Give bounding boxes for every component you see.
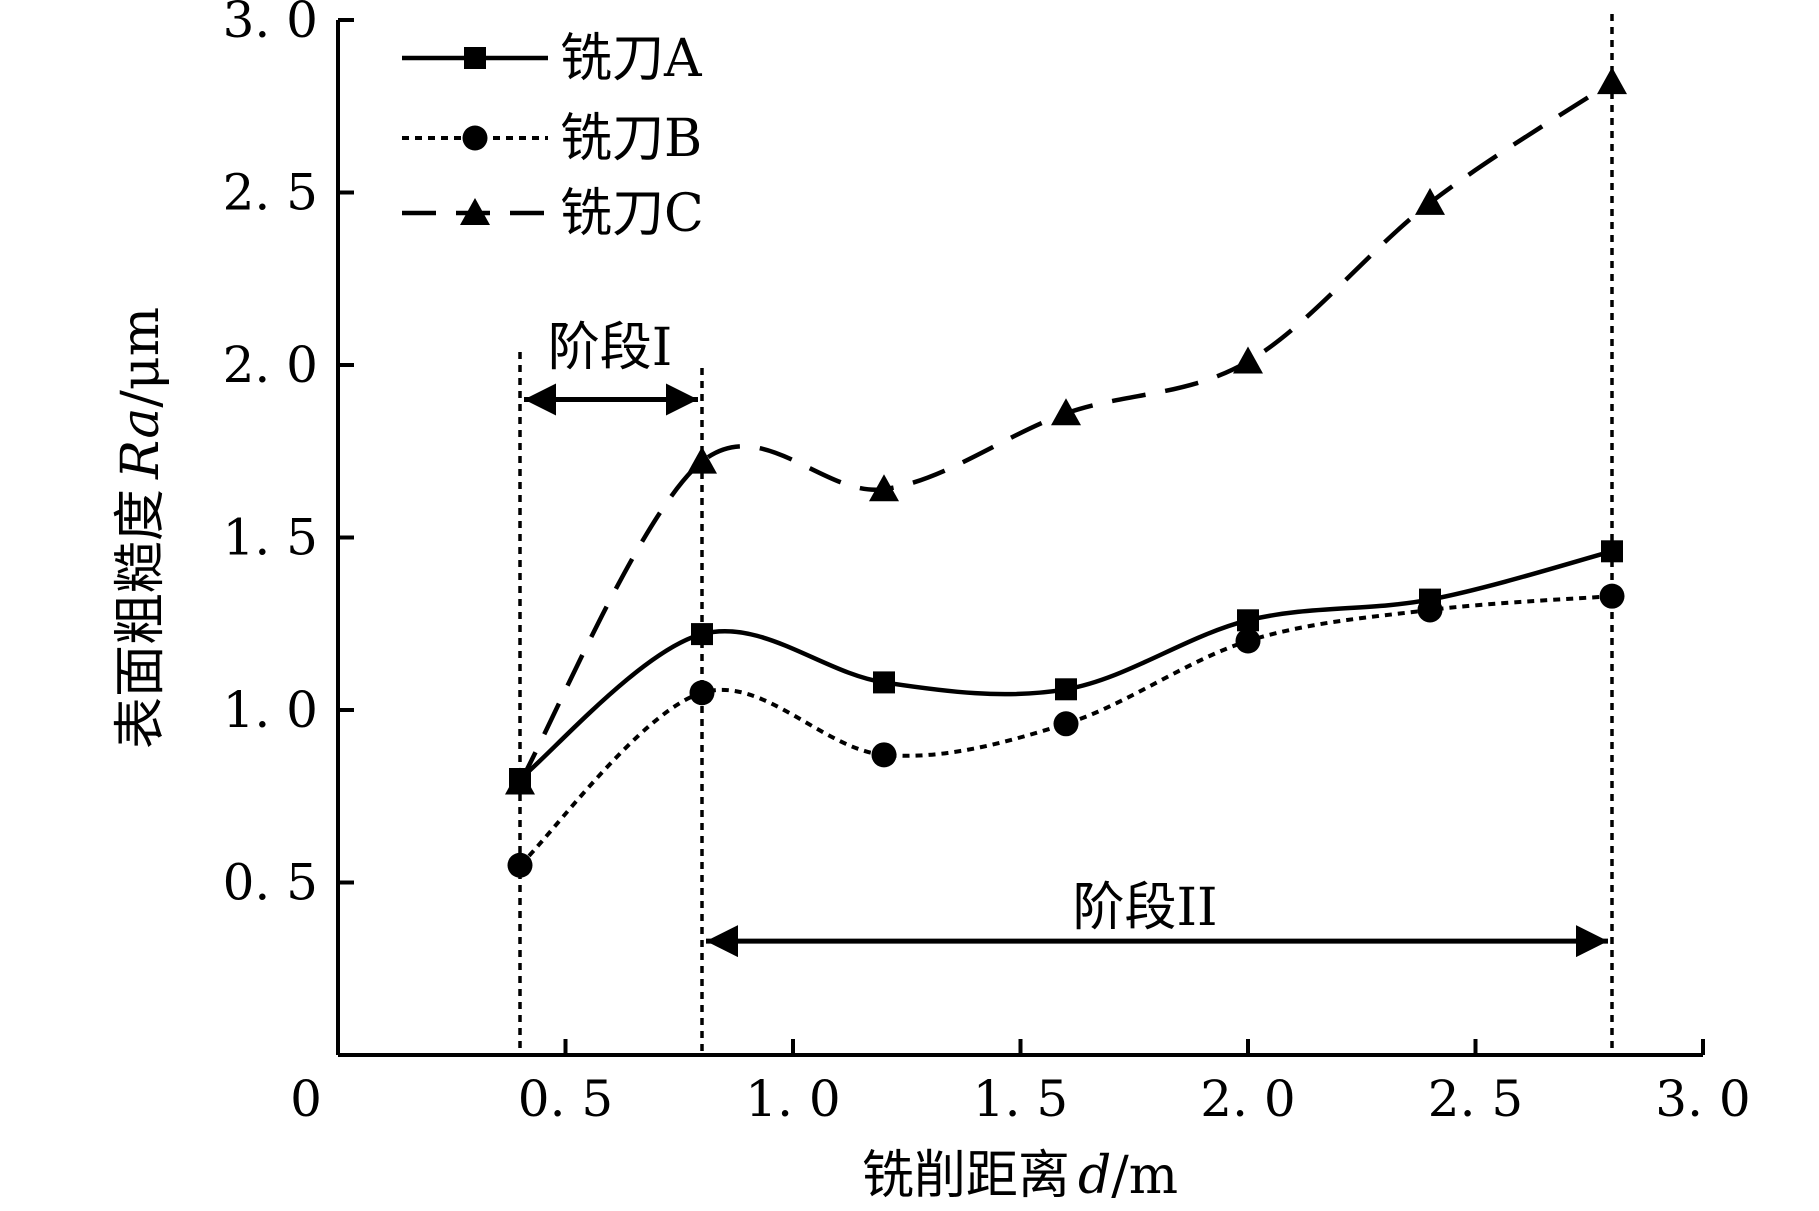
data-point-triangle — [869, 474, 899, 502]
y-axis-title-text: 表面粗糙度 — [111, 489, 171, 749]
x-tick-label: 2. 5 — [1428, 1070, 1523, 1128]
legend-label: 铣刀A — [560, 29, 703, 89]
x-tick-label: 1. 5 — [973, 1070, 1068, 1128]
data-point-square — [691, 623, 713, 646]
x-axis-title-var: d — [1078, 1146, 1111, 1206]
x-axis-title-unit: /m — [1111, 1146, 1178, 1206]
stage2-label: 阶段II — [1072, 878, 1217, 938]
data-point-square — [873, 671, 895, 694]
plot-area — [336, 20, 1703, 1057]
series-line-1 — [518, 549, 1613, 781]
legend-marker-triangle — [460, 198, 490, 225]
data-point-circle — [1053, 711, 1079, 737]
legend-label: 铣刀C — [560, 184, 704, 244]
series-markers — [505, 67, 1627, 878]
data-point-triangle — [1415, 187, 1445, 215]
y-axis-title-unit: /μm — [111, 307, 171, 408]
x-tick-label: 3. 0 — [1655, 1070, 1750, 1128]
data-point-triangle — [505, 767, 535, 795]
data-point-circle — [1417, 597, 1443, 623]
data-point-triangle — [687, 446, 717, 474]
y-tick-label: 2. 0 — [223, 336, 318, 394]
data-point-square — [1055, 678, 1077, 701]
y-tick-label: 1. 0 — [223, 681, 318, 739]
y-tick-label: 0. 5 — [223, 854, 318, 912]
stage1-label: 阶段I — [548, 318, 673, 378]
legend-marker-square — [464, 47, 486, 69]
y-tick-label: 3. 0 — [223, 0, 318, 49]
legend-label: 铣刀B — [560, 109, 702, 169]
data-point-circle — [871, 742, 897, 768]
data-point-circle — [1235, 628, 1261, 654]
y-axis-title: 表面粗糙度 Ra/μm — [111, 307, 171, 749]
data-point-circle — [689, 680, 715, 706]
data-point-square — [1601, 540, 1623, 563]
x-tick-label: 1. 0 — [745, 1070, 840, 1128]
y-axis-title-var: Ra — [111, 408, 171, 480]
data-point-square — [1237, 609, 1259, 632]
axis-ticks: 0. 5 1. 0 1. 5 2. 0 2. 5 3. 0 0. 5 1. 0 1. 5 2. 0… — [223, 0, 1751, 1128]
x-tick-label: 0. 5 — [518, 1070, 613, 1128]
x-axis-title-text: 铣削距离 — [862, 1146, 1070, 1206]
y-tick-label: 1. 5 — [223, 509, 318, 567]
y-tick-label: 2. 5 — [223, 164, 318, 222]
data-point-circle — [507, 852, 533, 878]
data-point-triangle — [1051, 398, 1081, 426]
legend: 铣刀A 铣刀B 铣刀C — [402, 29, 704, 244]
stage-guides — [518, 14, 1614, 1055]
data-point-circle — [1599, 583, 1625, 609]
x-axis-title: 铣削距离 d/m — [862, 1146, 1178, 1206]
data-point-triangle — [1233, 346, 1263, 374]
x-origin-label: 0 — [290, 1070, 322, 1128]
legend-marker-circle — [462, 125, 488, 151]
data-point-triangle — [1597, 67, 1627, 95]
x-tick-label: 2. 0 — [1200, 1070, 1295, 1128]
